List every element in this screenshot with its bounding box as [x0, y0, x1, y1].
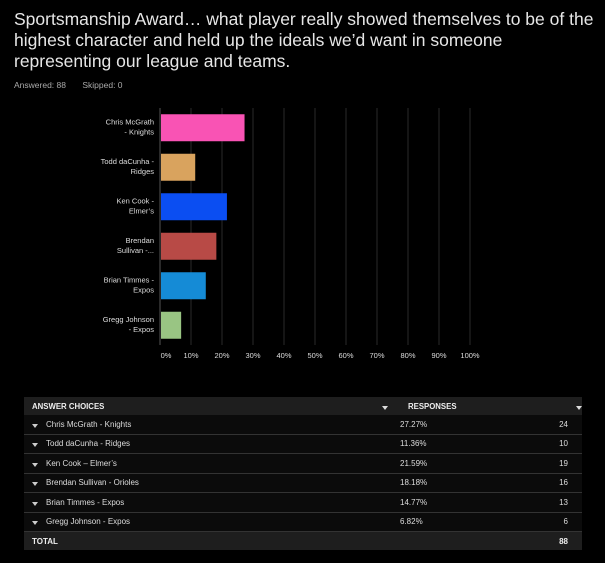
sort-caret-icon[interactable] [382, 405, 388, 410]
response-count: 16 [559, 478, 568, 488]
x-tick-label: 20% [214, 351, 229, 360]
answer-choice-label: Gregg Johnson - Expos [46, 517, 131, 527]
bar-chart: 0% 10% 20% 30% 40% 50% 60% 70% 80% 90% 100% Chris M… [101, 108, 480, 360]
results-table: ANSWER CHOICES RESPONSES Chris McGrath -… [24, 397, 582, 550]
response-percent: 6.82% [400, 517, 423, 527]
expand-caret-icon[interactable] [32, 501, 38, 506]
table-row[interactable]: Gregg Johnson - Expos 6.82% 6 [24, 512, 582, 532]
response-count: 10 [559, 439, 568, 449]
question-title: Sportsmanship Award… what player really … [14, 9, 594, 71]
response-percent: 14.77% [400, 497, 428, 507]
category-label: Gregg Johnson - Expos [103, 315, 155, 334]
x-tick-label: 100% [460, 351, 480, 360]
x-tick-label: 50% [307, 351, 322, 360]
expand-caret-icon[interactable] [32, 443, 38, 448]
bar[interactable] [161, 193, 227, 221]
x-tick-label: 90% [431, 351, 446, 360]
answer-choice-label: Todd daCunha - Ridges [46, 439, 131, 449]
answer-choice-label: Ken Cook – Elmer’s [46, 458, 117, 468]
bar[interactable] [161, 232, 217, 260]
response-count: 13 [559, 497, 568, 507]
response-percent: 18.18% [400, 478, 428, 488]
header-answer-choices[interactable]: ANSWER CHOICES [24, 402, 404, 411]
total-label: TOTAL [32, 536, 58, 546]
category-label: Brendan Sullivan -... [117, 236, 154, 255]
answer-choice-label: Brian Timmes - Expos [46, 497, 125, 507]
table-row[interactable]: Ken Cook – Elmer’s 21.59% 19 [24, 454, 582, 474]
skipped-count: Skipped: 0 [82, 80, 123, 90]
bar[interactable] [161, 114, 245, 142]
bar[interactable] [161, 272, 206, 300]
response-count: 24 [559, 419, 568, 429]
response-summary: Answered: 88 Skipped: 0 [14, 80, 137, 90]
answer-choice[interactable]: Gregg Johnson - Expos [24, 517, 396, 526]
answered-count: Answered: 88 [14, 80, 66, 90]
category-label: Ken Cook -Elmer’s [116, 196, 154, 215]
expand-caret-icon[interactable] [32, 482, 38, 487]
answer-choice[interactable]: Brendan Sullivan - Orioles [24, 478, 396, 487]
table-header: ANSWER CHOICES RESPONSES [24, 397, 582, 415]
bar[interactable] [161, 311, 182, 339]
response-percent: 11.36% [400, 439, 427, 449]
response-count: 6 [563, 517, 568, 527]
x-tick-label: 70% [369, 351, 384, 360]
table-row[interactable]: Chris McGrath - Knights 27.27% 24 [24, 415, 582, 435]
answer-choice[interactable]: Chris McGrath - Knights [24, 420, 396, 429]
x-tick-label: 30% [245, 351, 260, 360]
category-label: Todd daCunha -Ridges [101, 157, 155, 176]
response-percent: 27.27% [400, 419, 428, 429]
answer-choice[interactable]: Brian Timmes - Expos [24, 498, 396, 507]
answer-choice-label: Brendan Sullivan - Orioles [46, 478, 139, 488]
answer-choice[interactable]: Ken Cook – Elmer’s [24, 459, 396, 468]
category-label: Brian Timmes -Expos [104, 275, 155, 294]
expand-caret-icon[interactable] [32, 521, 38, 526]
bar[interactable] [161, 153, 196, 181]
response-percent: 21.59% [400, 458, 428, 468]
total-row: TOTAL 88 [24, 532, 582, 550]
x-tick-label: 40% [276, 351, 291, 360]
sort-caret-icon[interactable] [576, 405, 582, 410]
table-row[interactable]: Todd daCunha - Ridges 11.36% 10 [24, 434, 582, 454]
answer-choice[interactable]: Todd daCunha - Ridges [24, 439, 396, 448]
expand-caret-icon[interactable] [32, 462, 38, 467]
x-tick-label: 80% [400, 351, 415, 360]
table-row[interactable]: Brendan Sullivan - Orioles 18.18% 16 [24, 473, 582, 493]
response-count: 19 [559, 458, 568, 468]
table-row[interactable]: Brian Timmes - Expos 14.77% 13 [24, 493, 582, 513]
category-label: Chris McGrath - Knights [106, 117, 155, 136]
answer-choice-label: Chris McGrath - Knights [46, 419, 132, 429]
expand-caret-icon[interactable] [32, 423, 38, 428]
x-tick-label: 0% [161, 351, 172, 360]
x-tick-label: 60% [338, 351, 353, 360]
header-responses[interactable]: RESPONSES [404, 402, 582, 411]
x-tick-label: 10% [183, 351, 198, 360]
total-count: 88 [559, 536, 568, 546]
